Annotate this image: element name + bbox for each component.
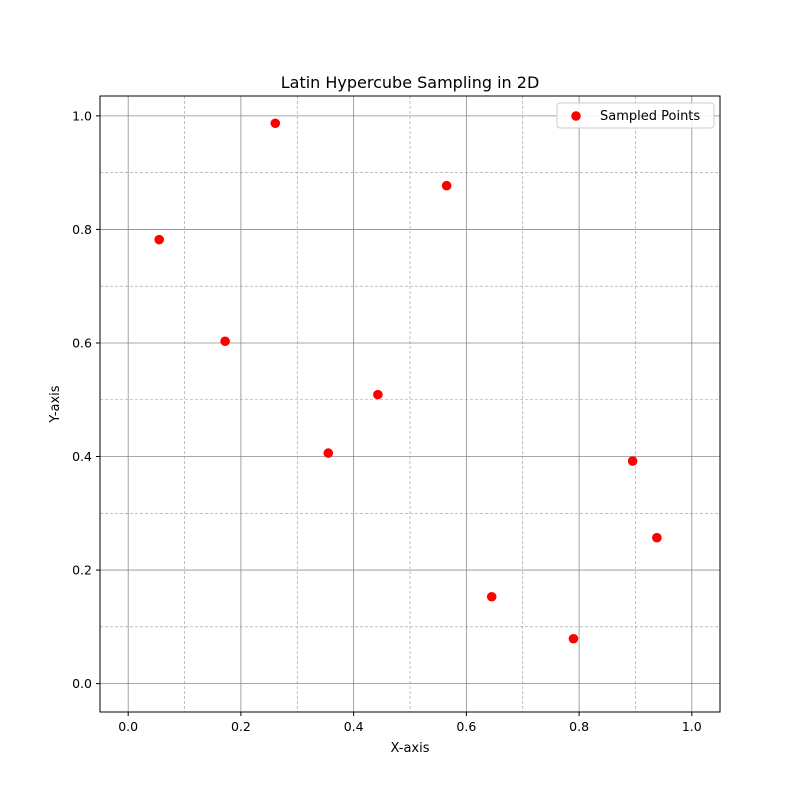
y-tick-label: 0.0 <box>72 676 92 691</box>
x-tick-label: 0.4 <box>344 719 364 734</box>
sampled-point <box>627 456 638 466</box>
chart-title: Latin Hypercube Sampling in 2D <box>281 73 540 92</box>
sampled-point <box>323 448 334 458</box>
x-tick-label: 1.0 <box>682 719 702 734</box>
x-tick-label: 0.0 <box>118 719 138 734</box>
legend: Sampled Points <box>556 102 715 129</box>
y-tick-label: 0.2 <box>72 563 92 578</box>
sampled-point <box>568 633 579 644</box>
axis-ticks: 0.0 0.2 0.4 0.6 0.8 1.0 0.0 0.2 0.4 0.6 0.8 1.0 <box>72 108 702 734</box>
x-tick-label: 0.2 <box>231 719 251 734</box>
sampled-point <box>441 180 452 191</box>
sampled-point <box>486 591 497 602</box>
sampled-point <box>652 532 662 543</box>
y-tick-label: 0.4 <box>72 449 92 464</box>
y-tick-label: 0.8 <box>72 222 92 237</box>
sampled-point <box>154 234 164 245</box>
y-tick-label: 1.0 <box>72 108 92 123</box>
y-axis-label: Y-axis <box>48 385 63 423</box>
x-tick-label: 0.8 <box>569 719 589 734</box>
sampled-point <box>270 118 281 129</box>
sampled-point <box>373 389 383 400</box>
legend-marker <box>571 111 581 121</box>
x-axis-label: X-axis <box>391 741 430 756</box>
data-points <box>154 118 662 644</box>
legend-box <box>556 102 715 129</box>
grid <box>100 96 720 712</box>
x-tick-label: 0.6 <box>456 719 476 734</box>
y-tick-label: 0.6 <box>72 335 92 350</box>
sampled-point <box>220 336 230 347</box>
plot-frame <box>99 95 721 713</box>
legend-label: Sampled Points <box>600 109 700 124</box>
